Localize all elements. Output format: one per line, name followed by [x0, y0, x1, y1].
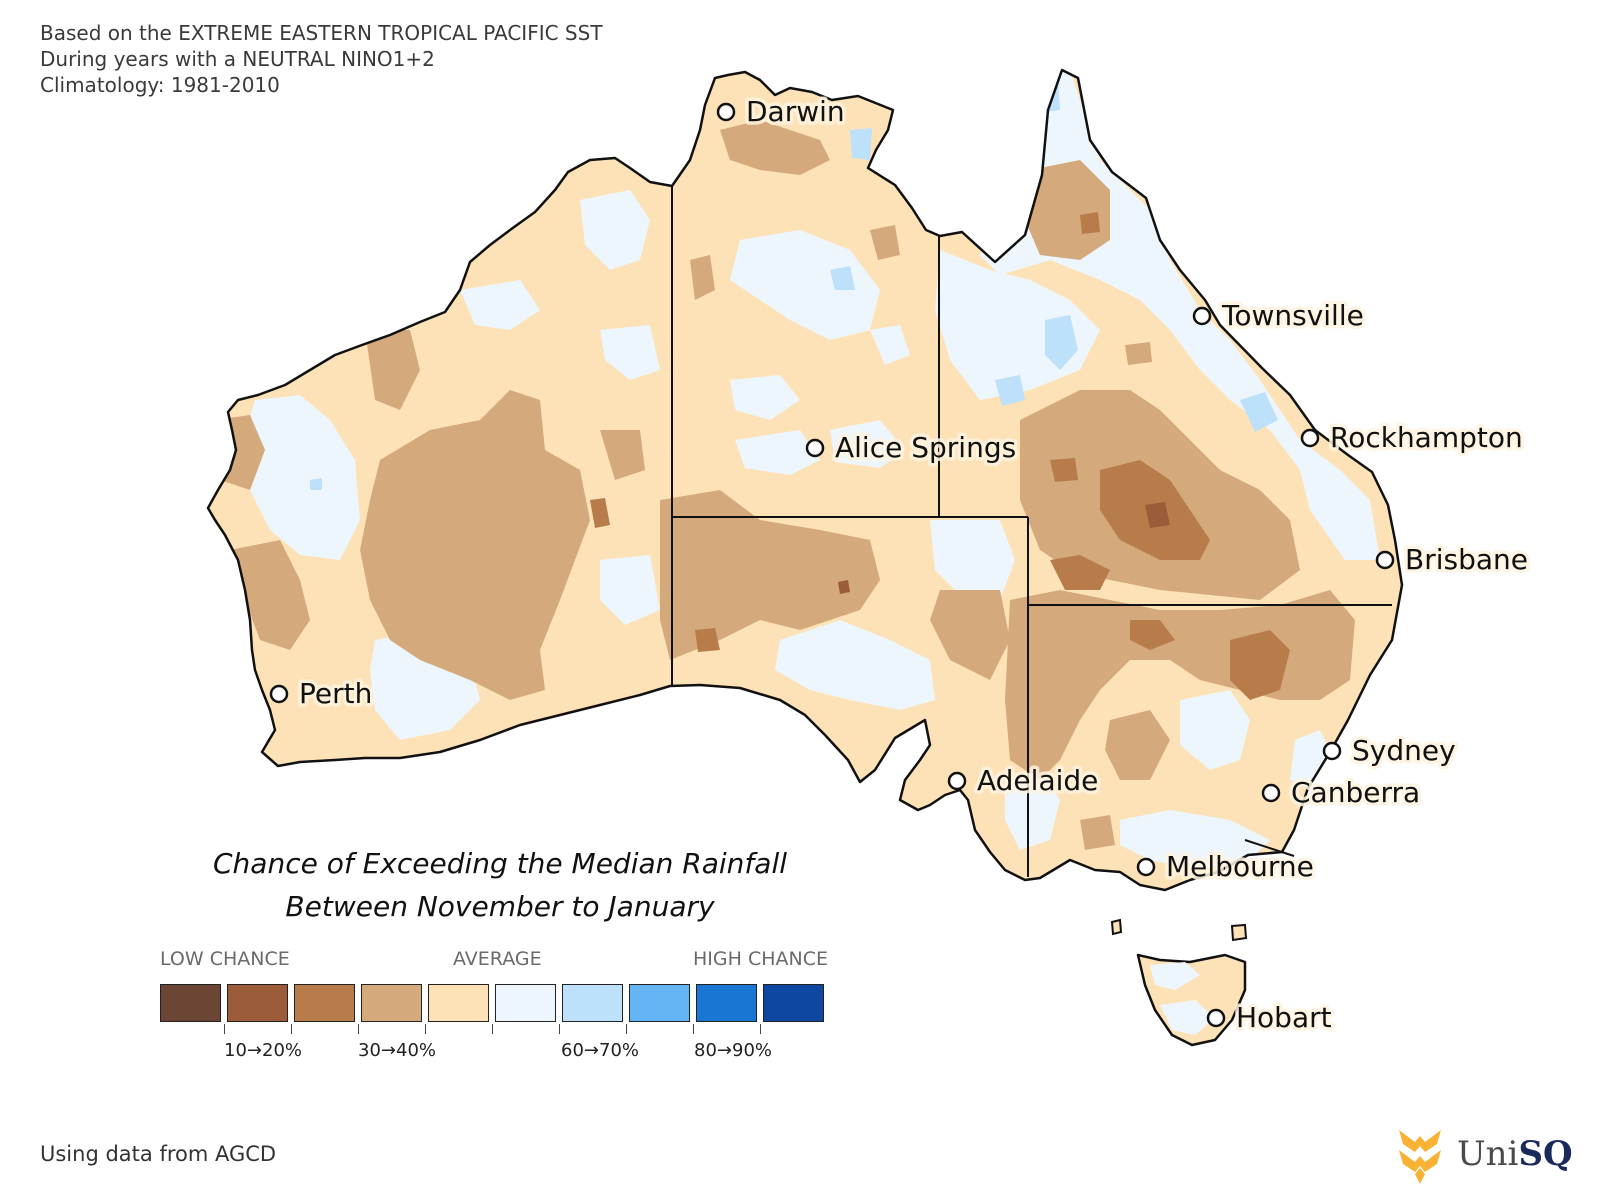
- legend-tick-4: [425, 1024, 426, 1034]
- tasmania-island-2: [1230, 923, 1248, 942]
- legend-swatches: [160, 984, 824, 1022]
- svg-text:Brisbane: Brisbane: [1405, 543, 1528, 576]
- legend-swatch-9: [696, 984, 757, 1022]
- header-line-1: Based on the EXTREME EASTERN TROPICAL PA…: [40, 21, 603, 45]
- vic-nsw-border: [1244, 839, 1295, 857]
- legend-tick-7: [626, 1024, 627, 1034]
- svg-text:Perth: Perth: [299, 677, 372, 710]
- legend-range-10-20: 10→20%: [224, 1040, 302, 1061]
- city-melbourne: Melbourne Melbourne: [1136, 847, 1317, 887]
- city-label-darwin: Darwin: [746, 95, 845, 128]
- svg-text:Canberra: Canberra: [1291, 776, 1420, 809]
- svg-text:Adelaide: Adelaide: [977, 764, 1098, 797]
- legend-tick-2: [291, 1024, 292, 1034]
- svg-text:Townsville: Townsville: [1221, 299, 1364, 332]
- unisq-logo: UniSQ: [1395, 1122, 1573, 1186]
- svg-text:Melbourne: Melbourne: [1166, 850, 1314, 883]
- legend-high-label: HIGH CHANCE: [693, 948, 828, 970]
- map-title: Chance of Exceeding the Median Rainfall …: [150, 842, 850, 928]
- legend-average-label: AVERAGE: [453, 948, 542, 970]
- category-30-40-areas: [215, 120, 1355, 850]
- state-borders: [671, 186, 1392, 877]
- logo-suffix: SQ: [1518, 1134, 1573, 1174]
- city-label-adelaide: Adelaide: [977, 764, 1098, 797]
- legend-swatch-3: [294, 984, 355, 1022]
- legend-range-80-90: 80→90%: [694, 1040, 772, 1061]
- city-canberra: Canberra Canberra: [1261, 773, 1424, 813]
- city-label-hobart: Hobart: [1236, 1001, 1332, 1034]
- legend-ticks: [160, 1024, 840, 1036]
- tasmania-island-1: [1110, 918, 1123, 936]
- legend-swatch-1: [160, 984, 221, 1022]
- legend-swatch-5: [428, 984, 489, 1022]
- legend-tick-9: [760, 1024, 761, 1034]
- legend-low-label: LOW CHANCE: [160, 948, 290, 970]
- legend-tick-1: [224, 1024, 225, 1034]
- legend-range-60-70: 60→70%: [561, 1040, 639, 1061]
- svg-text:Alice Springs: Alice Springs: [835, 431, 1016, 464]
- header-line-3: Climatology: 1981-2010: [40, 73, 280, 97]
- tasmania-north-blue: [1150, 962, 1200, 990]
- unisq-logo-text: UniSQ: [1457, 1134, 1573, 1174]
- city-sydney: Sydney Sydney: [1322, 731, 1459, 771]
- category-10-20-areas: [838, 502, 1170, 594]
- tasmania-south-blue: [1160, 1000, 1215, 1035]
- city-label-sydney: Sydney: [1352, 734, 1456, 767]
- city-label-canberra: Canberra: [1291, 776, 1420, 809]
- legend-swatch-4: [361, 984, 422, 1022]
- legend-swatch-10: [763, 984, 824, 1022]
- city-rockhampton: Rockhampton Rockhampton: [1300, 418, 1526, 458]
- city-brisbane: Brisbane Brisbane: [1375, 540, 1532, 580]
- svg-text:Hobart: Hobart: [1236, 1001, 1332, 1034]
- svg-text:Rockhampton: Rockhampton: [1330, 421, 1523, 454]
- svg-text:Darwin: Darwin: [746, 95, 845, 128]
- city-perth: Perth Perth: [269, 674, 376, 714]
- city-darwin: Darwin Darwin: [716, 92, 848, 132]
- city-label-melbourne: Melbourne: [1166, 850, 1314, 883]
- legend-swatch-6: [495, 984, 556, 1022]
- map-header: Based on the EXTREME EASTERN TROPICAL PA…: [40, 20, 603, 98]
- legend: LOW CHANCE AVERAGE HIGH CHANCE 10→20% 30…: [160, 948, 840, 1061]
- rainfall-categories: [215, 70, 1380, 870]
- legend-tick-8: [693, 1024, 694, 1034]
- city-label-perth: Perth: [299, 677, 372, 710]
- map-title-line-2: Between November to January: [285, 890, 715, 923]
- city-markers: Darwin Darwin Townsville Townsville Rock…: [269, 92, 1532, 1038]
- city-hobart: Hobart Hobart: [1206, 998, 1335, 1038]
- logo-prefix: Uni: [1457, 1134, 1519, 1174]
- city-label-rockhampton: Rockhampton: [1330, 421, 1523, 454]
- legend-swatch-2: [227, 984, 288, 1022]
- legend-swatch-7: [562, 984, 623, 1022]
- legend-tick-5: [492, 1024, 493, 1034]
- header-line-2: During years with a NEUTRAL NINO1+2: [40, 47, 435, 71]
- city-label-alice-springs: Alice Springs: [835, 431, 1016, 464]
- city-alice-springs: Alice Springs Alice Springs: [805, 428, 1020, 468]
- city-label-townsville: Townsville: [1221, 299, 1364, 332]
- data-source-note: Using data from AGCD: [40, 1142, 277, 1166]
- city-townsville: Townsville Townsville: [1192, 296, 1367, 336]
- map-title-line-1: Chance of Exceeding the Median Rainfall: [213, 847, 787, 880]
- legend-tick-3: [358, 1024, 359, 1034]
- svg-text:Sydney: Sydney: [1352, 734, 1456, 767]
- legend-tick-6: [559, 1024, 560, 1034]
- legend-swatch-8: [629, 984, 690, 1022]
- city-adelaide: Adelaide Adelaide: [947, 761, 1102, 801]
- city-label-brisbane: Brisbane: [1405, 543, 1528, 576]
- legend-range-30-40: 30→40%: [358, 1040, 436, 1061]
- unisq-logo-mark: [1399, 1130, 1441, 1184]
